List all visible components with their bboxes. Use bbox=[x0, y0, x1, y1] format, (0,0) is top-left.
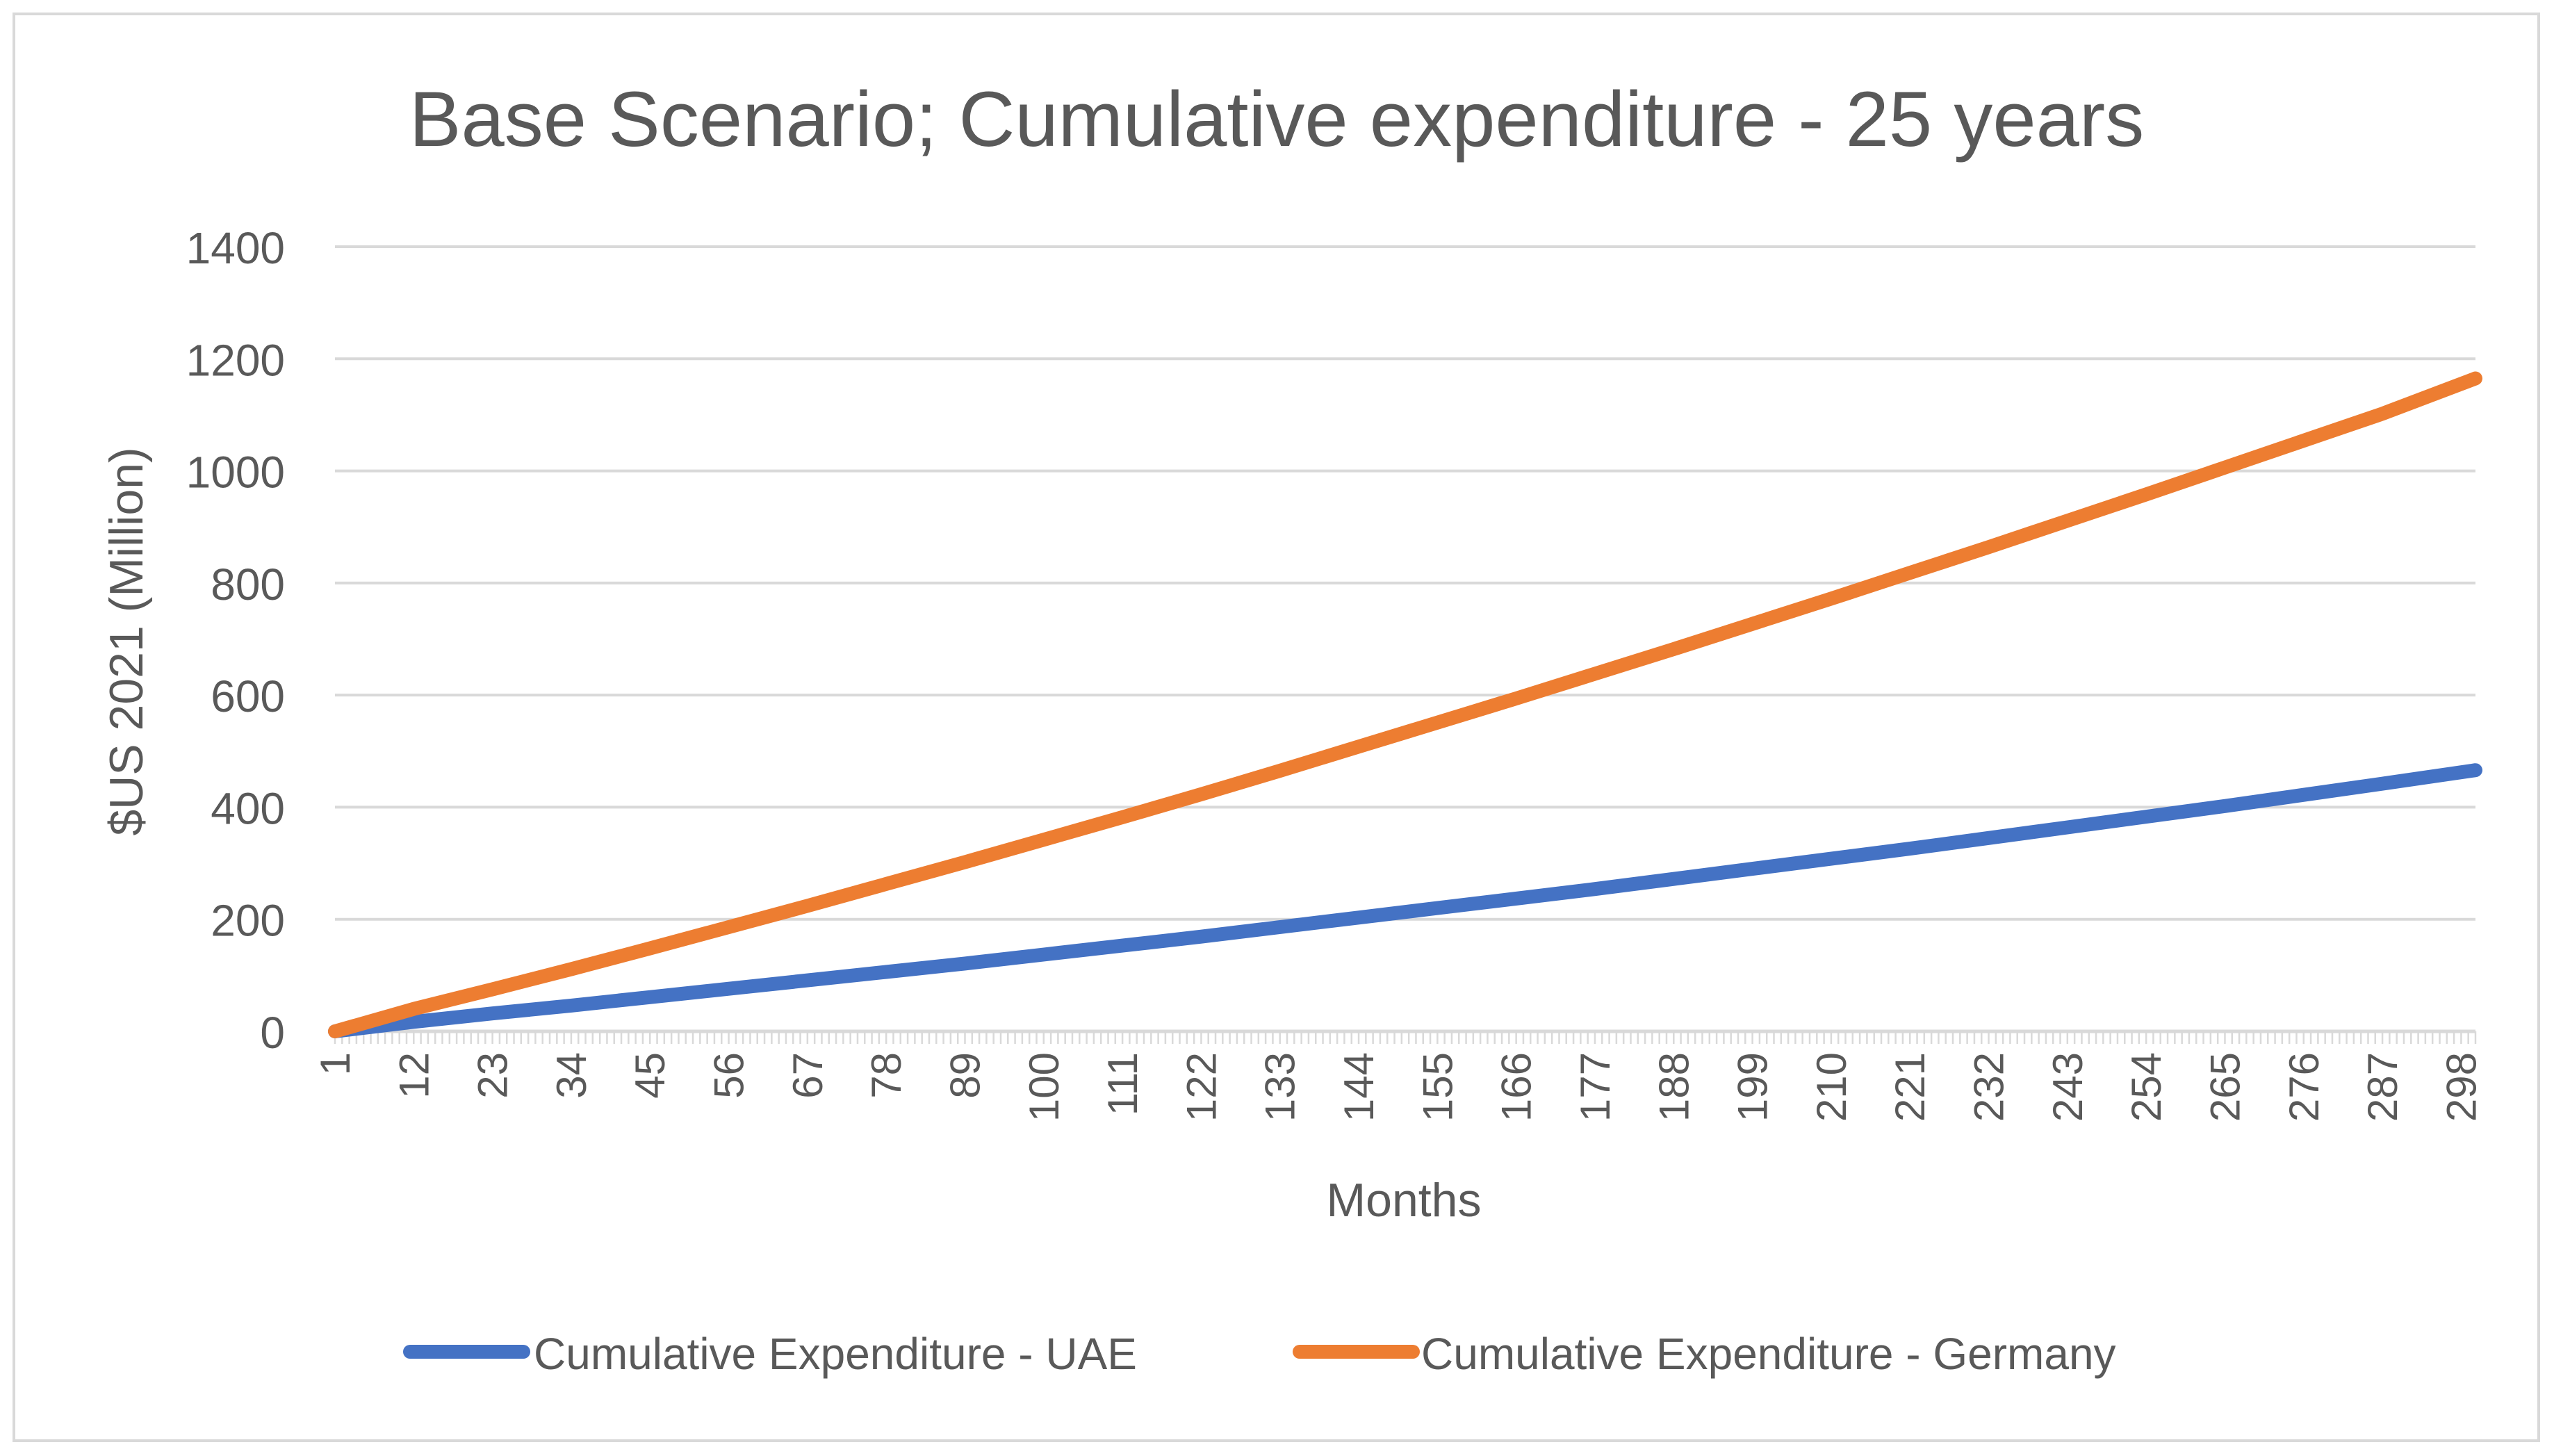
x-tick-label-122: 122 bbox=[1178, 1052, 1225, 1122]
x-axis-ticks: 1 12 23 34 45 56 67 78 89 100 111 122 133 144 155 166 17… bbox=[312, 1052, 2485, 1122]
x-tick-label-144: 144 bbox=[1336, 1052, 1382, 1122]
y-axis-ticks: 0 200 400 600 800 1000 1200 1400 bbox=[186, 223, 285, 1058]
x-tick-label-34: 34 bbox=[548, 1052, 595, 1099]
legend: Cumulative Expenditure - UAE Cumulative E… bbox=[403, 1329, 2116, 1379]
x-tick-label-56: 56 bbox=[706, 1052, 753, 1099]
x-tick-label-78: 78 bbox=[863, 1052, 910, 1099]
y-tick-label-1000: 1000 bbox=[186, 448, 285, 498]
x-tick-label-199: 199 bbox=[1730, 1052, 1776, 1122]
x-tick-label-298: 298 bbox=[2438, 1052, 2485, 1122]
series-line-germany bbox=[328, 371, 2482, 1038]
x-axis-title: Months bbox=[1327, 1174, 1482, 1227]
y-tick-label-200: 200 bbox=[211, 896, 285, 946]
x-tick-label-177: 177 bbox=[1572, 1052, 1619, 1122]
y-tick-label-1400: 1400 bbox=[186, 223, 285, 273]
x-axis bbox=[334, 1029, 2477, 1044]
x-tick-label-155: 155 bbox=[1414, 1052, 1461, 1122]
y-tick-label-0: 0 bbox=[260, 1008, 285, 1058]
x-tick-label-45: 45 bbox=[627, 1052, 673, 1099]
x-tick-label-221: 221 bbox=[1887, 1052, 1933, 1122]
x-tick-label-12: 12 bbox=[391, 1052, 437, 1099]
x-tick-label-89: 89 bbox=[942, 1052, 988, 1099]
x-tick-label-254: 254 bbox=[2123, 1052, 2170, 1122]
chart-title: Base Scenario; Cumulative expenditure - … bbox=[409, 76, 2144, 163]
x-tick-label-210: 210 bbox=[1808, 1052, 1855, 1122]
x-tick-label-287: 287 bbox=[2359, 1052, 2406, 1122]
x-tick-label-188: 188 bbox=[1651, 1052, 1697, 1122]
y-tick-label-1200: 1200 bbox=[186, 335, 285, 385]
x-tick-label-100: 100 bbox=[1021, 1052, 1067, 1122]
series-line-uae bbox=[328, 763, 2482, 1038]
y-tick-label-400: 400 bbox=[211, 783, 285, 833]
y-tick-label-800: 800 bbox=[211, 559, 285, 610]
x-tick-label-67: 67 bbox=[785, 1052, 831, 1099]
x-tick-label-276: 276 bbox=[2281, 1052, 2327, 1122]
x-tick-label-111: 111 bbox=[1099, 1052, 1146, 1115]
chart-frame bbox=[13, 13, 2540, 1442]
x-tick-label-265: 265 bbox=[2202, 1052, 2248, 1122]
y-tick-label-600: 600 bbox=[211, 671, 285, 721]
legend-label-uae: Cumulative Expenditure - UAE bbox=[534, 1329, 1137, 1379]
x-tick-label-166: 166 bbox=[1493, 1052, 1540, 1122]
y-axis-title: $US 2021 (Million) bbox=[100, 447, 153, 835]
gridlines bbox=[335, 245, 2475, 921]
x-tick-label-232: 232 bbox=[1966, 1052, 2013, 1122]
x-tick-label-133: 133 bbox=[1257, 1052, 1304, 1122]
x-tick-label-23: 23 bbox=[470, 1052, 516, 1099]
series-lines bbox=[328, 371, 2482, 1038]
legend-label-germany: Cumulative Expenditure - Germany bbox=[1421, 1329, 2116, 1379]
x-tick-label-1: 1 bbox=[312, 1052, 359, 1075]
x-tick-label-243: 243 bbox=[2045, 1052, 2091, 1122]
